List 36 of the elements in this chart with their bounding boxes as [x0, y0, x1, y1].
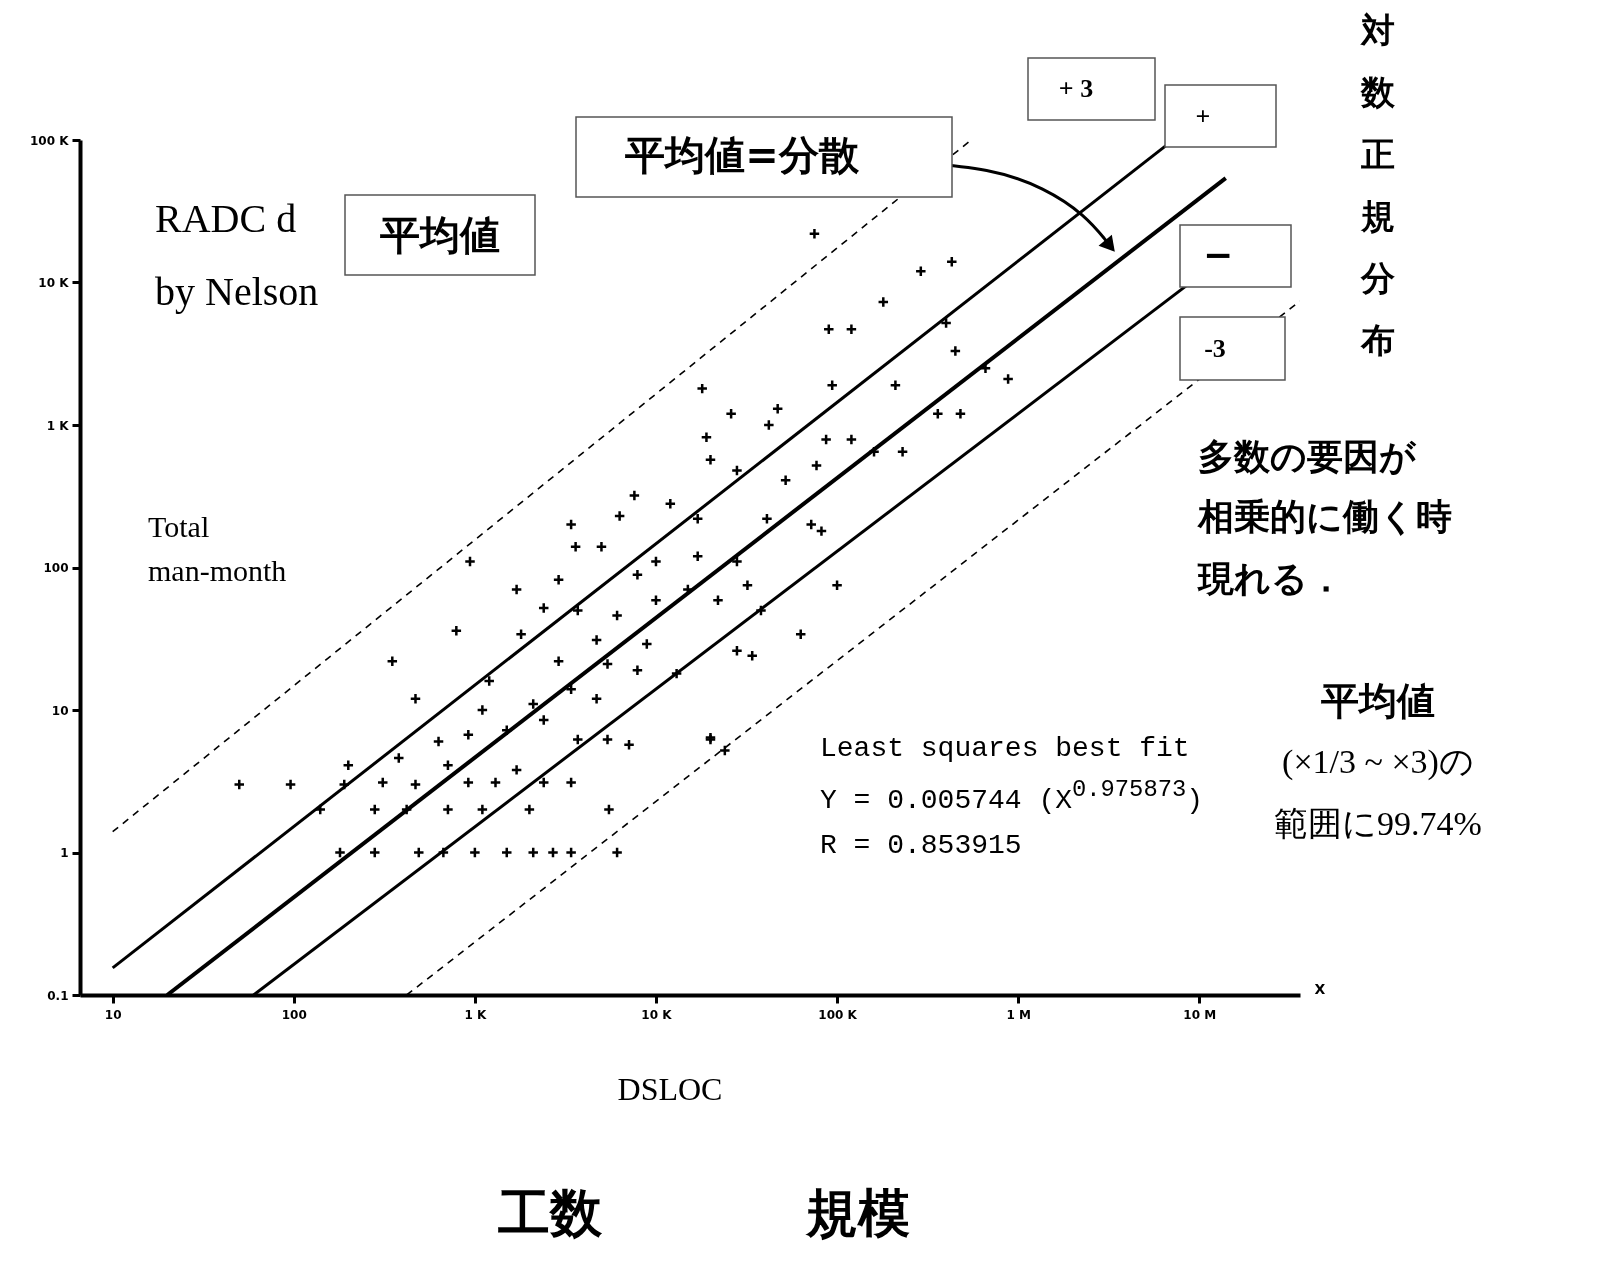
annotation: 相乗的に働く時 [1197, 496, 1452, 537]
x-tick-label: 10 K [641, 1007, 673, 1022]
annotation: by Nelson [155, 269, 319, 314]
annotation: -3 [1204, 334, 1226, 363]
text: 平均値 [1321, 679, 1435, 723]
y-tick-label: 100 K [29, 133, 70, 148]
x-tick-label: 1 M [1006, 1007, 1031, 1022]
annotation: 現れる． [1197, 558, 1344, 599]
x-tick-label: 1 K [464, 1007, 487, 1022]
text: + [1195, 102, 1211, 131]
y-tick-label: 1 [60, 846, 69, 860]
annotation: 多数の要因が [1198, 436, 1417, 477]
annotation: R = 0.853915 [820, 830, 1022, 861]
annotation: 平均値=分散 [624, 132, 860, 178]
x-axis-title: DSLOC [617, 1071, 723, 1107]
annotation: Least squares best fit [820, 733, 1190, 764]
x-tick-label: 100 [281, 1007, 307, 1022]
annotation: 範囲に99.74% [1274, 805, 1482, 842]
x-tick-label: 100 K [818, 1007, 858, 1022]
y-tick-label: 10 K [38, 276, 70, 290]
text: + 3 [1058, 74, 1094, 103]
y-tick-label: 1 K [46, 418, 70, 433]
text: X [1314, 981, 1326, 997]
x-tick-label: 10 M [1183, 1007, 1217, 1022]
x-tick-label: 10 [104, 1007, 122, 1022]
text: 対数正規分布 [1360, 10, 1396, 360]
annotation: − [1202, 234, 1234, 275]
annotation: 平均値 [379, 212, 500, 258]
annotation: RADC d [155, 196, 297, 241]
annotation: (×1/3 ~ ×3)の [1282, 743, 1474, 781]
text: 工数 [498, 1183, 603, 1243]
y-axis-title: Total man-month [148, 510, 287, 587]
y-tick-label: 0.1 [47, 988, 69, 1003]
y-tick-label: 100 [43, 561, 69, 575]
y-tick-label: 10 [51, 703, 69, 718]
text: 規模 [805, 1183, 910, 1243]
